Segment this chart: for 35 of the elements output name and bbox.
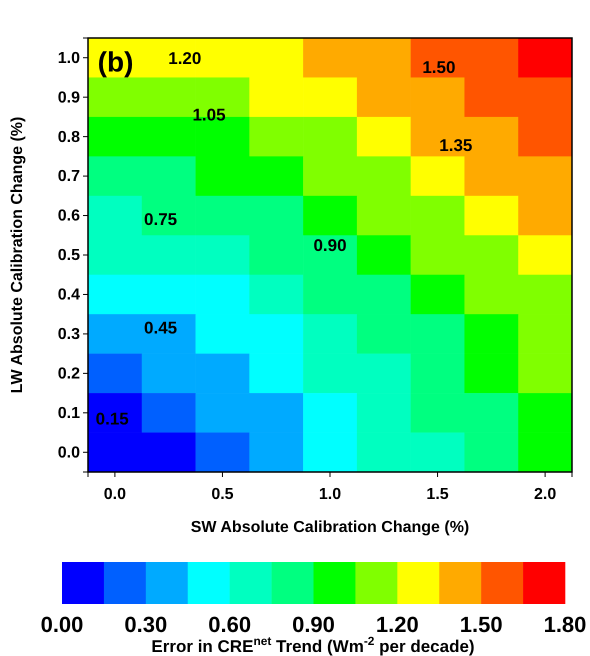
- y-tick-label: 0.4: [58, 286, 80, 304]
- annotation: (b): [98, 46, 134, 78]
- annotation: 0.45: [144, 318, 178, 338]
- color-bar-label: 1.20: [376, 612, 419, 637]
- y-tick-label: 0.1: [58, 404, 80, 422]
- annotation: 0.15: [96, 409, 129, 428]
- y-tick-label: 0.2: [58, 365, 80, 382]
- y-tick-label: 0.7: [58, 168, 80, 186]
- x-axis-title: SW Absolute Calibration Change (%): [190, 519, 470, 536]
- annotation: 0.90: [313, 236, 347, 255]
- annotation: 1.50: [422, 58, 456, 77]
- y-tick-label: 0.5: [58, 247, 80, 264]
- x-tick-label: 0.0: [104, 486, 126, 504]
- color-bar-title: Error in CRE$^{net}$ Trend (Wm$^{-2}$ per decade): [151, 634, 475, 656]
- x-tick-label: 1.5: [426, 486, 449, 504]
- color-bar-label: 0.60: [208, 612, 252, 637]
- y-tick-label: 0.6: [58, 208, 80, 225]
- annotation: 1.20: [168, 49, 202, 68]
- x-tick-label: 0.5: [211, 486, 234, 504]
- y-tick-label: 0.3: [58, 326, 80, 344]
- x-tick-label: 1.0: [318, 486, 342, 504]
- y-tick-label: 0.8: [58, 128, 80, 146]
- x-tick-label: 2.0: [534, 486, 556, 504]
- annotation: 1.05: [192, 106, 226, 125]
- color-bar-label: 1.80: [544, 612, 586, 637]
- y-tick-label: 0.9: [58, 89, 80, 106]
- annotation: 0.75: [144, 210, 178, 229]
- color-bar-label: 0.30: [124, 612, 168, 637]
- color-bar-label: 0.00: [40, 612, 84, 637]
- color-bar-label: 1.50: [460, 612, 503, 637]
- y-axis-title: LW Absolute Calibration Change (%): [9, 116, 26, 394]
- y-tick-label: 0.0: [58, 444, 80, 462]
- y-tick-label: 1.0: [58, 50, 80, 67]
- color-bar-label: 0.90: [292, 612, 335, 637]
- annotation: 1.35: [439, 136, 472, 155]
